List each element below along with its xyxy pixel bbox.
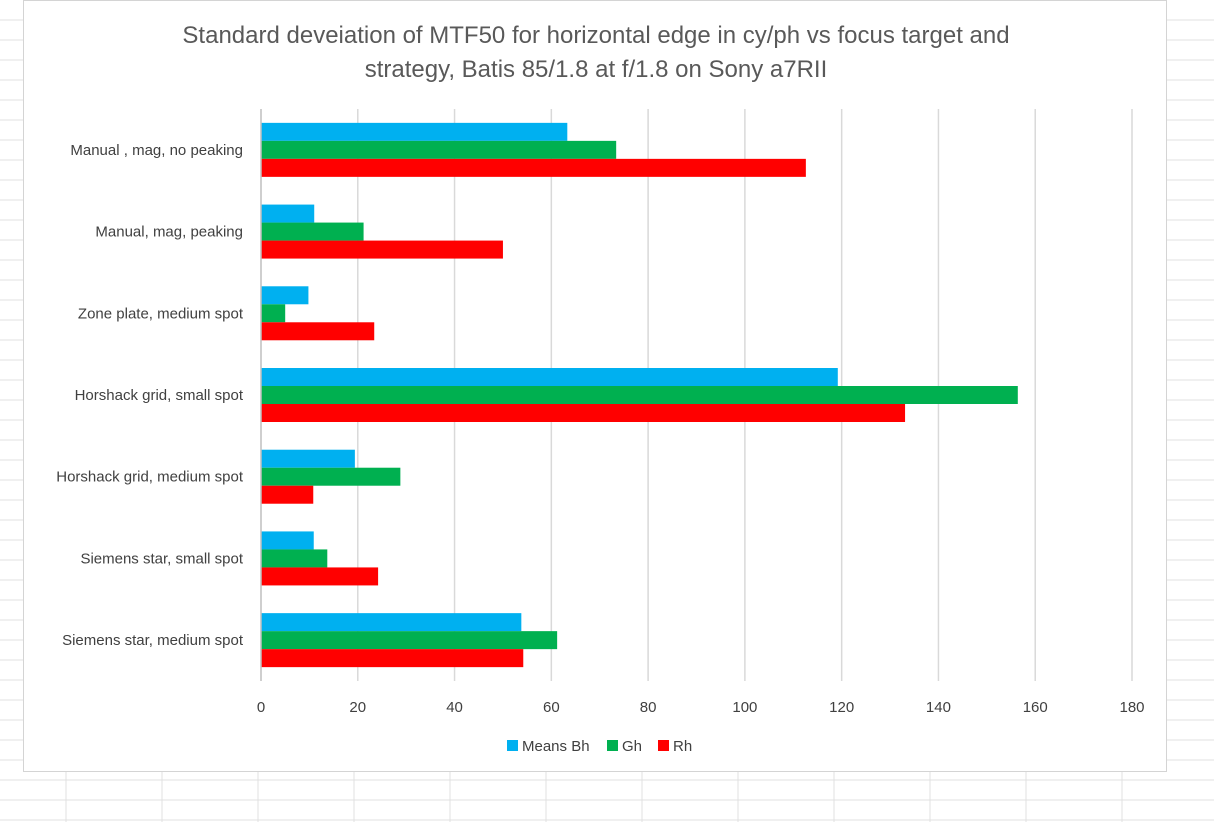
chart-svg: Standard deveiation of MTF50 for horizon… [56, 22, 1145, 755]
category-label: Zone plate, medium spot [78, 305, 244, 322]
bar [261, 613, 522, 632]
bar [261, 158, 806, 177]
chart-title-line-1: Standard deveiation of MTF50 for horizon… [182, 22, 1009, 49]
x-tick-label: 140 [926, 699, 951, 716]
bar [261, 322, 375, 341]
category-label: Manual , mag, no peaking [70, 142, 243, 159]
bar [261, 240, 503, 259]
category-label: Siemens star, small spot [80, 550, 243, 567]
x-tick-label: 40 [446, 699, 463, 716]
x-tick-label: 120 [829, 699, 854, 716]
bar [261, 222, 364, 241]
bar [261, 549, 328, 568]
chart-title: Standard deveiation of MTF50 for horizon… [182, 22, 1009, 83]
bar [261, 286, 309, 305]
bar [261, 531, 314, 550]
x-tick-label: 20 [349, 699, 366, 716]
axes: 0 20 40 60 80 100 120 140 160 180 Manual , mag, no… [56, 109, 1145, 716]
category-label: Siemens star, medium spot [62, 632, 244, 649]
legend: Means Bh Gh Rh [507, 738, 692, 755]
bar [261, 204, 315, 223]
x-tick-label: 80 [640, 699, 657, 716]
x-tick-label: 60 [543, 699, 560, 716]
bar [261, 567, 379, 586]
category-label: Horshack grid, small spot [75, 387, 244, 404]
legend-label: Gh [622, 738, 642, 755]
bar [261, 404, 906, 422]
legend-swatch [507, 740, 518, 751]
bar [261, 449, 355, 468]
legend-swatch [658, 740, 669, 751]
bars [261, 122, 1018, 668]
category-label: Horshack grid, medium spot [56, 469, 244, 486]
bar [261, 368, 838, 386]
category-label: Manual, mag, peaking [95, 224, 243, 241]
chart-title-line-2: strategy, Batis 85/1.8 at f/1.8 on Sony … [365, 56, 828, 83]
x-tick-label: 180 [1119, 699, 1144, 716]
bar [261, 467, 401, 486]
bar [261, 649, 524, 668]
bar [261, 386, 1018, 404]
legend-label: Means Bh [522, 738, 590, 755]
x-tick-label: 160 [1023, 699, 1048, 716]
legend-swatch [607, 740, 618, 751]
bar [261, 485, 314, 504]
bar [261, 122, 568, 141]
chart-area[interactable]: Standard deveiation of MTF50 for horizon… [23, 0, 1167, 772]
bar [261, 140, 617, 159]
bar [261, 304, 286, 323]
x-tick-label: 0 [257, 699, 265, 716]
bar [261, 631, 558, 650]
legend-label: Rh [673, 738, 692, 755]
x-tick-label: 100 [732, 699, 757, 716]
